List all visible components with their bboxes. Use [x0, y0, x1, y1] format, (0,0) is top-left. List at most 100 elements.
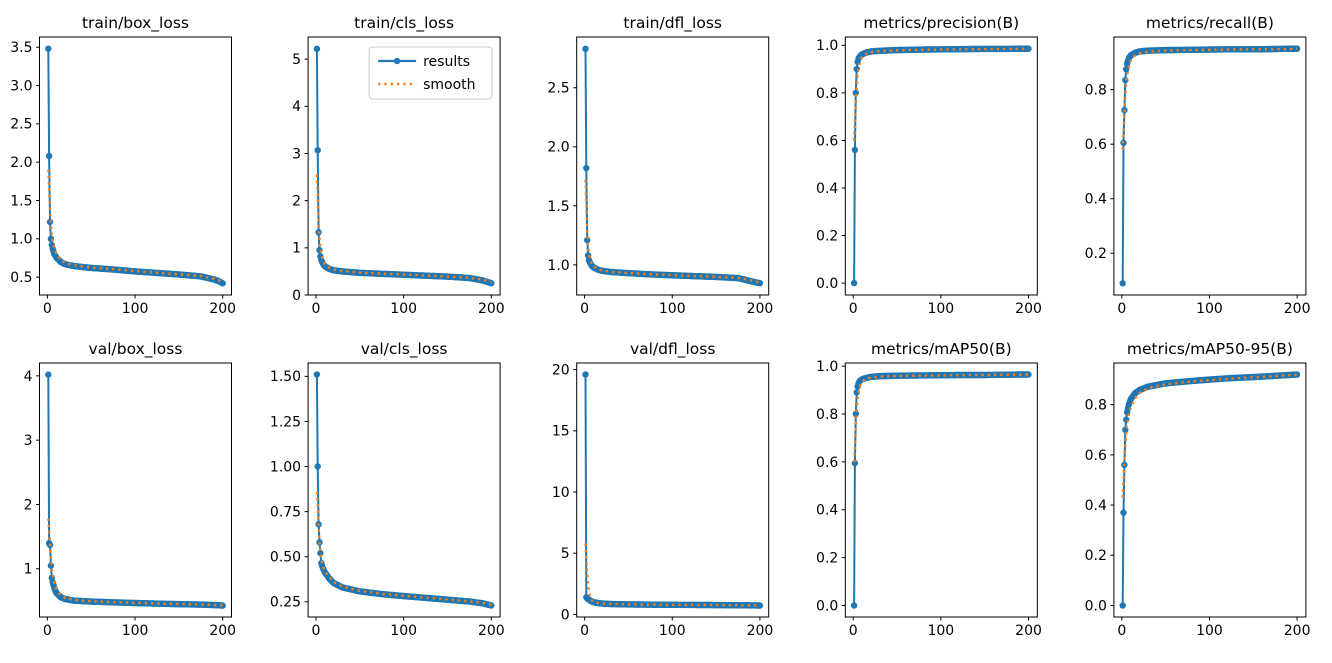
- x-tick-label: 200: [478, 301, 505, 317]
- x-tick-label: 0: [849, 301, 858, 317]
- subplot-title: metrics/mAP50-95(B): [1127, 340, 1293, 358]
- legend-label-results: results: [423, 54, 470, 70]
- y-tick-label: 5: [292, 52, 301, 68]
- subplot-title: metrics/recall(B): [1146, 14, 1274, 32]
- x-tick-label: 0: [1117, 623, 1126, 639]
- smooth-line: [315, 491, 492, 606]
- y-tick-label: 0.2: [1085, 246, 1107, 262]
- y-tick-label: 0: [292, 288, 301, 304]
- y-tick-label: 1.50: [270, 369, 301, 385]
- smooth-line: [1121, 47, 1298, 150]
- x-tick-label: 100: [390, 623, 417, 639]
- y-tick-label: 0.4: [816, 503, 838, 519]
- plot-area: [1113, 362, 1307, 618]
- x-tick-label: 0: [312, 623, 321, 639]
- y-tick-label: 2.0: [547, 140, 569, 156]
- y-tick-label: 0.8: [1085, 398, 1107, 414]
- y-tick-label: 3.0: [10, 78, 32, 94]
- y-tick-label: 0.8: [1085, 83, 1107, 99]
- subplot-train/dfl_loss: 0 100 200 1.0 1.5 2.0 2.5 train/dfl_loss: [547, 14, 773, 317]
- y-tick-label: 1: [292, 241, 301, 257]
- subplot-title: train/dfl_loss: [623, 14, 722, 33]
- x-tick-label: 200: [1015, 301, 1042, 317]
- y-tick-label: 0.4: [1085, 498, 1107, 514]
- y-tick-label: 1.25: [270, 414, 301, 430]
- subplot-metrics/recall(B): 0 100 200 0.2 0.4 0.6 0.8 metrics/recall(B): [1085, 14, 1311, 317]
- results-markers: [850, 45, 1032, 287]
- plot-area: [576, 36, 770, 296]
- x-tick-label: 0: [580, 301, 589, 317]
- x-tick-label: 200: [747, 301, 774, 317]
- results-markers: [582, 371, 764, 609]
- x-tick-label: 100: [390, 301, 417, 317]
- x-tick-label: 100: [659, 301, 686, 317]
- subplot-title: metrics/mAP50(B): [871, 340, 1012, 358]
- x-tick-label: 0: [312, 301, 321, 317]
- y-tick-label: 3: [292, 146, 301, 162]
- y-tick-label: 2.5: [10, 117, 32, 133]
- x-tick-label: 100: [122, 301, 149, 317]
- subplot-val/box_loss: 0 100 200 1 2 3 4 val/box_loss: [24, 340, 237, 639]
- y-tick-label: 0.0: [816, 276, 838, 292]
- y-tick-label: 1.0: [10, 232, 32, 248]
- subplot-metrics/mAP50-95(B): 0 100 200 0.0 0.2 0.4 0.6 0.8 metrics/mAP50-95(B…: [1085, 340, 1311, 639]
- x-tick-label: 100: [927, 301, 954, 317]
- y-tick-label: 0.6: [816, 133, 838, 149]
- y-tick-label: 2: [24, 497, 33, 513]
- x-tick-label: 100: [1196, 301, 1223, 317]
- plot-area: [576, 362, 770, 618]
- y-tick-label: 15: [552, 424, 570, 440]
- subplot-train/box_loss: 0 100 200 0.5 1.0 1.5 2.0 2.5 3.0 3.5 train/box_lo…: [10, 14, 236, 317]
- subplot-metrics/mAP50(B): 0 100 200 0.0 0.2 0.4 0.6 0.8 1.0 metrics/mAP50(B…: [816, 340, 1042, 639]
- legend-results-marker: [393, 57, 401, 65]
- y-tick-label: 3.5: [10, 40, 32, 56]
- x-tick-label: 0: [1117, 301, 1126, 317]
- y-tick-label: 20: [552, 363, 570, 379]
- y-tick-label: 0.2: [816, 228, 838, 244]
- y-tick-label: 0.2: [816, 551, 838, 567]
- subplot-title: metrics/precision(B): [863, 14, 1019, 32]
- x-tick-label: 100: [659, 623, 686, 639]
- x-tick-label: 200: [747, 623, 774, 639]
- y-tick-label: 0.0: [816, 598, 838, 614]
- subplot-val/cls_loss: 0 100 200 0.25 0.50 0.75 1.00 1.25 1.50 val/cls_l…: [270, 340, 505, 639]
- plot-area: [844, 36, 1038, 296]
- legend-label-smooth: smooth: [423, 77, 475, 93]
- subplot-val/dfl_loss: 0 100 200 0 5 10 15 20 val/dfl_loss: [552, 340, 773, 639]
- y-tick-label: 0.25: [270, 595, 301, 611]
- y-tick-label: 0.6: [1085, 448, 1107, 464]
- legend: results smooth: [368, 46, 493, 100]
- y-tick-label: 1.0: [547, 258, 569, 274]
- y-tick-label: 1.00: [270, 459, 301, 475]
- y-tick-label: 0.2: [1085, 548, 1107, 564]
- subplot-title: train/box_loss: [82, 14, 189, 33]
- subplot-title: val/dfl_loss: [630, 340, 716, 359]
- y-tick-label: 0.75: [270, 505, 301, 521]
- plot-area: [307, 362, 501, 618]
- x-tick-label: 200: [209, 623, 236, 639]
- plot-area: [39, 36, 232, 296]
- y-tick-label: 0: [561, 607, 570, 623]
- subplot-title: val/box_loss: [89, 340, 183, 359]
- smooth-line: [1121, 373, 1298, 498]
- x-tick-label: 200: [209, 301, 236, 317]
- smooth-line: [47, 518, 223, 607]
- x-tick-label: 0: [580, 623, 589, 639]
- y-tick-label: 2.5: [547, 81, 569, 97]
- x-tick-label: 100: [1196, 623, 1223, 639]
- x-tick-label: 100: [927, 623, 954, 639]
- x-tick-label: 100: [122, 623, 149, 639]
- y-tick-label: 1.5: [547, 199, 569, 215]
- x-tick-label: 0: [43, 301, 52, 317]
- x-tick-label: 200: [1284, 623, 1311, 639]
- y-tick-label: 2: [292, 194, 301, 210]
- y-tick-label: 2.0: [10, 155, 32, 171]
- y-tick-label: 0.6: [816, 455, 838, 471]
- y-tick-label: 5: [561, 546, 570, 562]
- y-tick-label: 1.0: [816, 359, 838, 375]
- x-tick-label: 200: [1284, 301, 1311, 317]
- x-tick-label: 0: [43, 623, 52, 639]
